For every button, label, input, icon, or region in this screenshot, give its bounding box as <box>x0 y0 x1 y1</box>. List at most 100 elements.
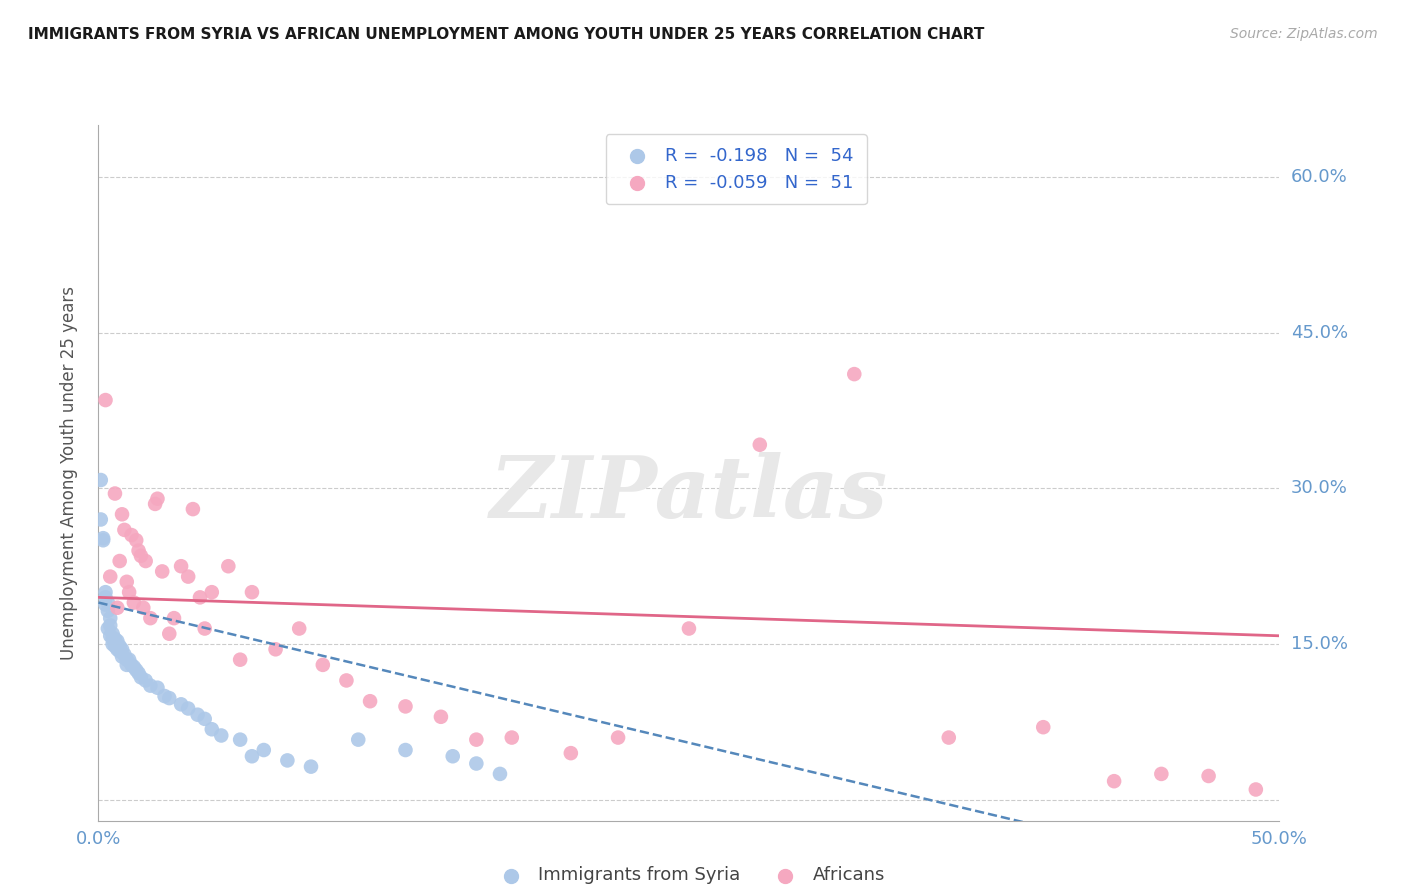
Point <box>177 569 200 583</box>
Text: 15.0%: 15.0% <box>1291 635 1347 653</box>
Point <box>748 438 770 452</box>
Point <box>253 743 276 757</box>
Point <box>108 644 131 658</box>
Point <box>104 632 127 646</box>
Y-axis label: Unemployment Among Youth under 25 years: Unemployment Among Youth under 25 years <box>59 285 77 660</box>
Point <box>607 731 630 745</box>
Point <box>264 642 287 657</box>
Point <box>111 508 134 522</box>
Point <box>844 367 866 381</box>
Point <box>139 611 162 625</box>
Point <box>115 653 138 667</box>
Point <box>118 653 141 667</box>
Point <box>94 393 117 408</box>
Point <box>430 710 453 724</box>
Point <box>115 657 138 672</box>
Point <box>143 497 166 511</box>
Point <box>101 626 124 640</box>
Point <box>105 634 128 648</box>
Point <box>938 731 960 745</box>
Point <box>150 565 173 579</box>
Point <box>98 618 121 632</box>
Point <box>108 639 131 653</box>
Point <box>94 591 117 605</box>
Point <box>465 756 488 771</box>
Point <box>276 753 298 767</box>
Text: 60.0%: 60.0% <box>1291 168 1347 186</box>
Legend: Immigrants from Syria, Africans: Immigrants from Syria, Africans <box>485 859 893 892</box>
Point <box>91 531 114 545</box>
Point <box>108 554 131 568</box>
Point <box>135 673 157 688</box>
Point <box>105 642 128 657</box>
Point <box>135 554 157 568</box>
Point <box>229 732 252 747</box>
Point <box>112 648 135 662</box>
Point <box>217 559 239 574</box>
Point <box>129 549 152 563</box>
Point <box>170 698 193 712</box>
Point <box>112 523 135 537</box>
Point <box>188 591 211 605</box>
Point <box>98 611 121 625</box>
Point <box>201 585 224 599</box>
Point <box>394 743 416 757</box>
Point <box>501 731 523 745</box>
Point <box>94 585 117 599</box>
Point <box>163 611 186 625</box>
Text: ZIPatlas: ZIPatlas <box>489 452 889 535</box>
Point <box>187 707 209 722</box>
Point <box>90 512 112 526</box>
Point <box>678 622 700 636</box>
Point <box>146 491 169 506</box>
Point <box>465 732 488 747</box>
Point <box>122 596 145 610</box>
Point <box>181 502 204 516</box>
Point <box>129 670 152 684</box>
Point <box>125 533 148 548</box>
Point <box>335 673 357 688</box>
Point <box>489 767 512 781</box>
Point <box>441 749 464 764</box>
Point <box>194 712 217 726</box>
Point <box>97 622 120 636</box>
Point <box>1150 767 1173 781</box>
Point <box>121 528 143 542</box>
Point <box>157 691 180 706</box>
Point <box>146 681 169 695</box>
Point <box>105 600 128 615</box>
Point <box>394 699 416 714</box>
Point <box>299 759 322 773</box>
Point <box>1198 769 1220 783</box>
Point <box>101 632 124 646</box>
Point <box>98 629 121 643</box>
Point <box>240 585 263 599</box>
Text: 45.0%: 45.0% <box>1291 324 1348 342</box>
Point <box>115 574 138 589</box>
Point <box>347 732 370 747</box>
Point <box>111 642 134 657</box>
Point <box>157 626 180 640</box>
Point <box>118 585 141 599</box>
Point <box>560 746 582 760</box>
Point <box>170 559 193 574</box>
Point <box>128 543 150 558</box>
Text: IMMIGRANTS FROM SYRIA VS AFRICAN UNEMPLOYMENT AMONG YOUTH UNDER 25 YEARS CORRELA: IMMIGRANTS FROM SYRIA VS AFRICAN UNEMPLO… <box>28 27 984 42</box>
Text: 30.0%: 30.0% <box>1291 479 1347 498</box>
Point <box>91 533 114 548</box>
Point <box>97 604 120 618</box>
Point <box>90 473 112 487</box>
Point <box>1244 782 1267 797</box>
Text: Source: ZipAtlas.com: Source: ZipAtlas.com <box>1230 27 1378 41</box>
Point <box>94 598 117 612</box>
Point <box>201 723 224 737</box>
Point <box>122 660 145 674</box>
Point <box>194 622 217 636</box>
Point <box>209 729 232 743</box>
Point <box>104 639 127 653</box>
Point <box>312 657 335 672</box>
Point <box>153 689 176 703</box>
Point <box>229 653 252 667</box>
Point <box>139 679 162 693</box>
Point <box>98 569 121 583</box>
